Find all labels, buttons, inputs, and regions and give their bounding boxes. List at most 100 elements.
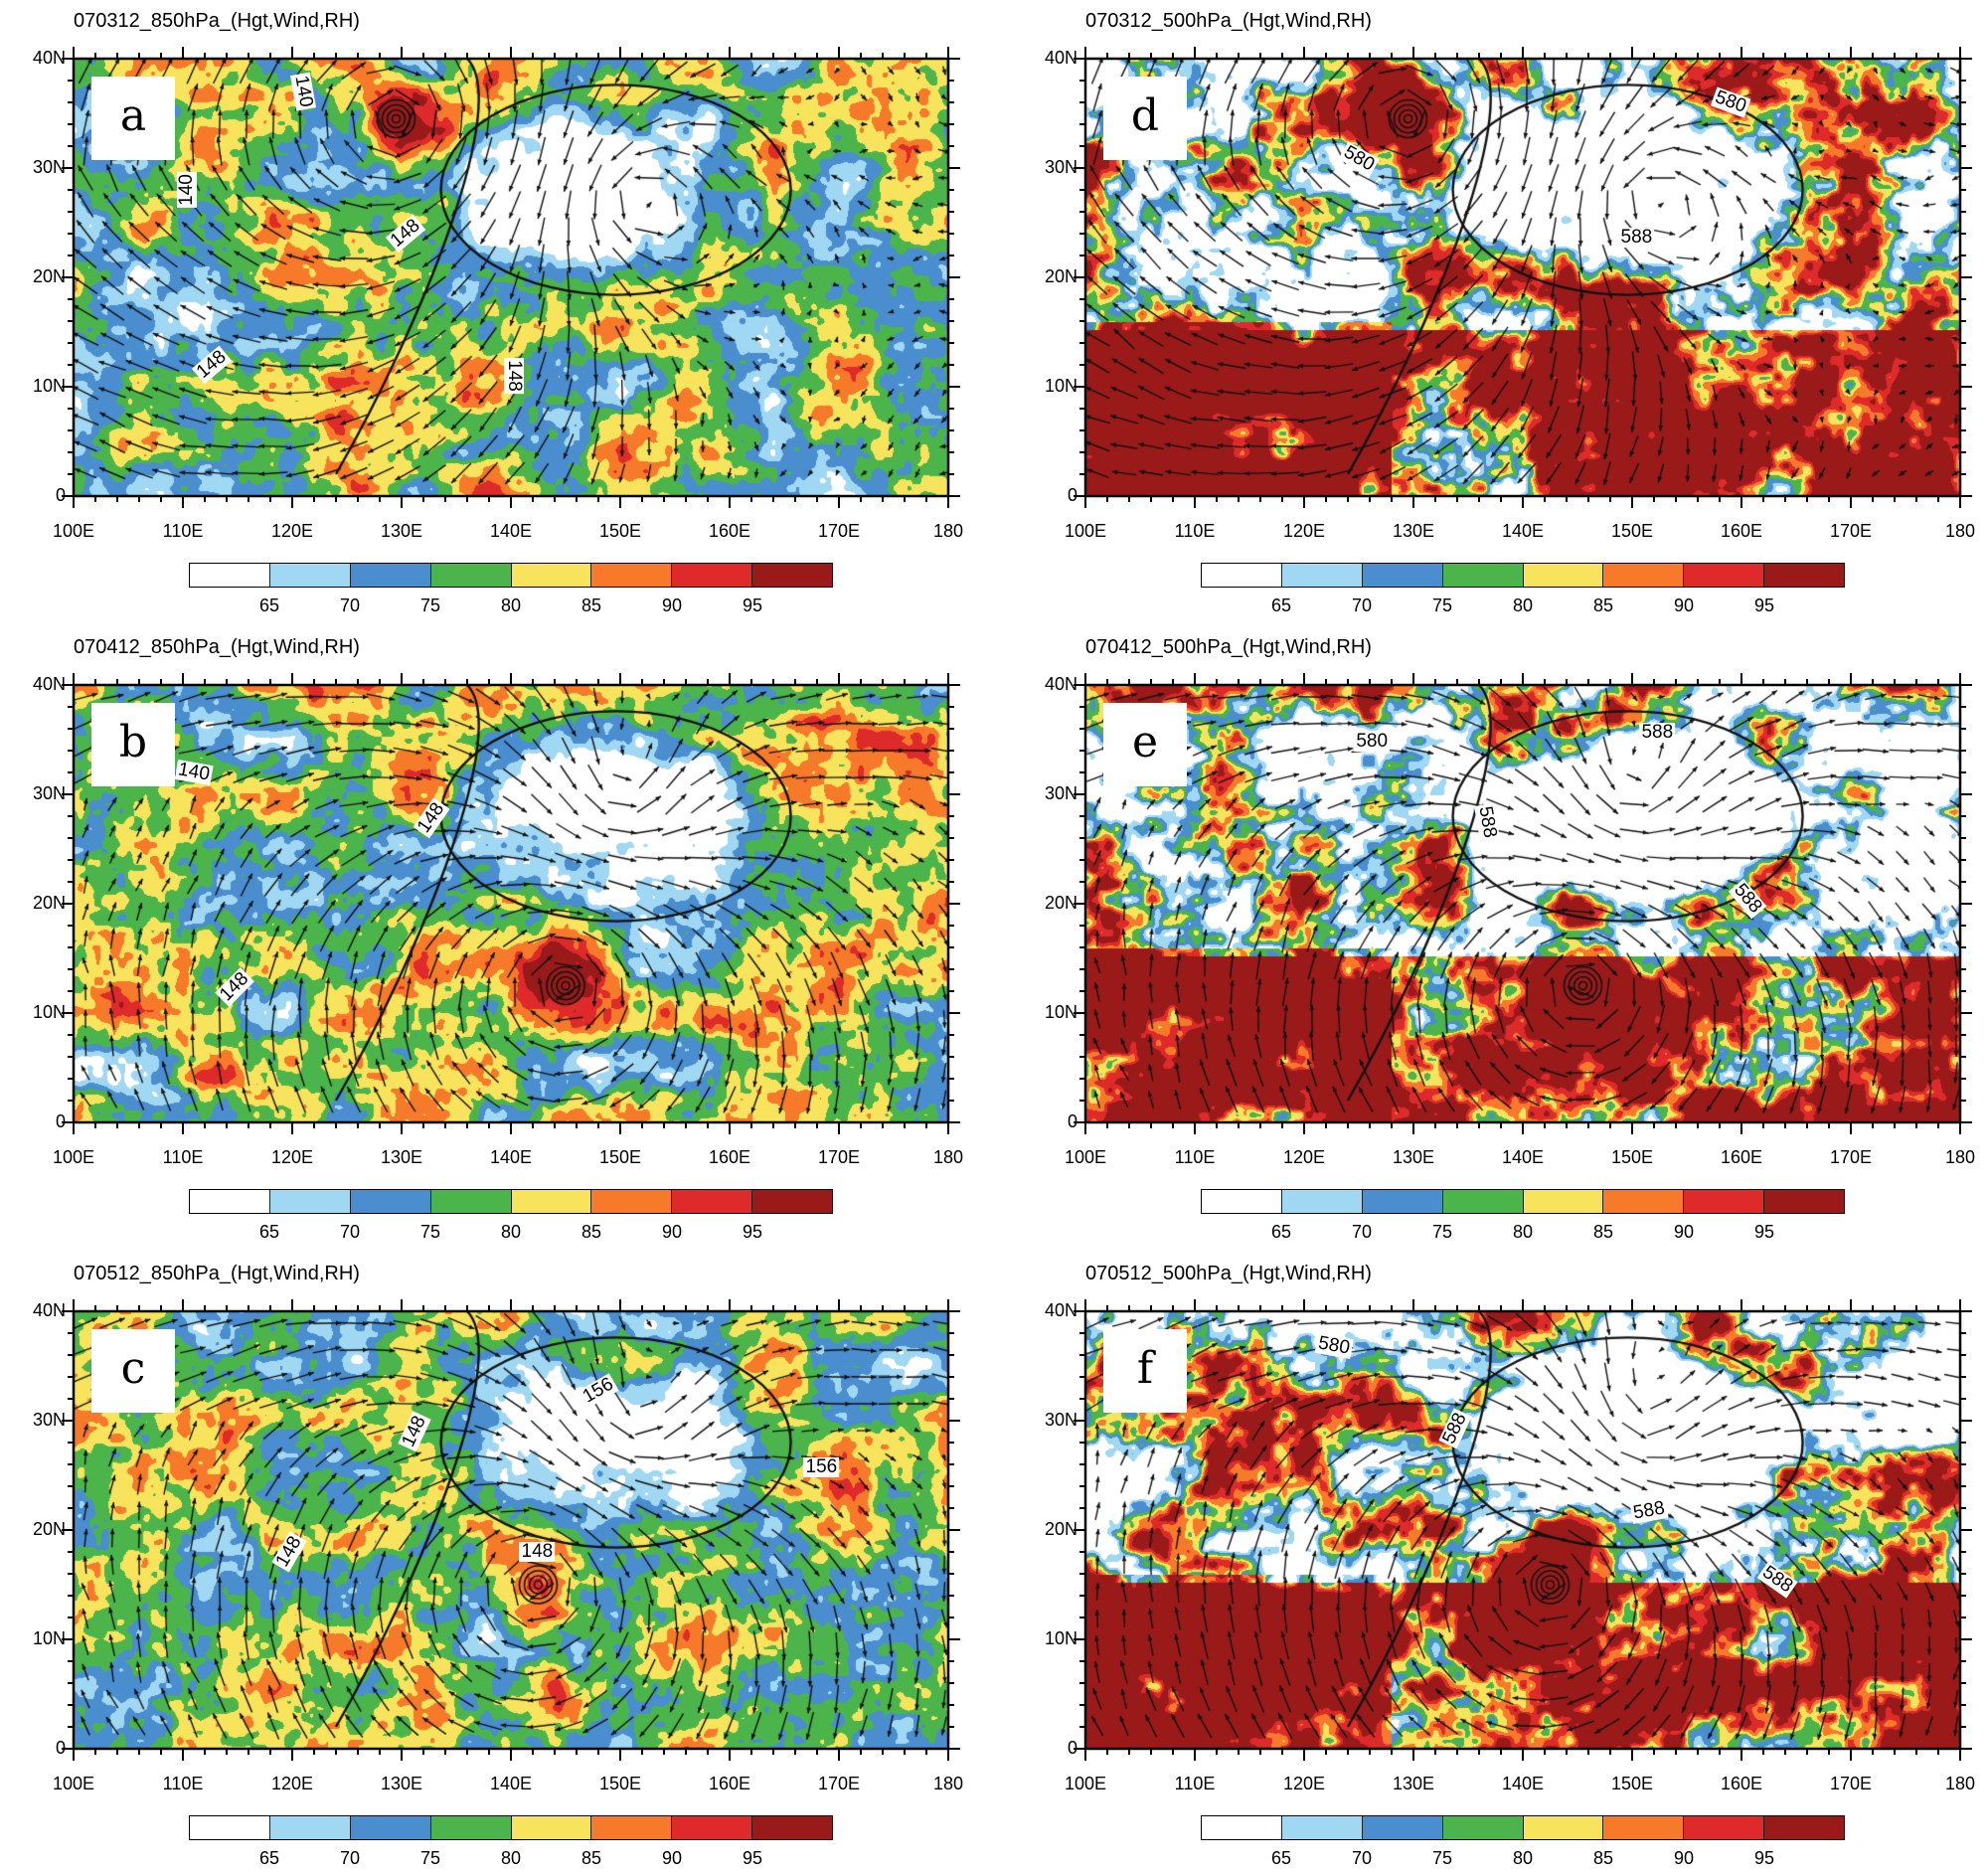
contour-label: 588 (1618, 227, 1655, 249)
panel-letter: c (91, 1329, 175, 1413)
lon-tick-label: 170E (1829, 1147, 1873, 1167)
rh-field-map (1085, 59, 1960, 496)
lon-tick-label: 130E (1392, 1774, 1435, 1793)
lat-tick-label: 20N (32, 1519, 66, 1539)
colorbar-label: 65 (258, 596, 280, 615)
map-plot: c 156 156 148 148 148 (62, 1299, 960, 1761)
panel-title: 070512_500hPa_(Hgt,Wind,RH) (1085, 1263, 1372, 1284)
map-plot: d 580 580 588 (1074, 47, 1972, 508)
panel-letter: f (1103, 1329, 1187, 1413)
lon-tick-label: 170E (1829, 521, 1873, 541)
colorbar-label: 85 (580, 596, 602, 615)
colorbar-swatch (1442, 564, 1524, 587)
colorbar-label: 95 (742, 1848, 763, 1868)
colorbar-label: 95 (742, 1222, 763, 1242)
colorbar-label: 90 (661, 596, 683, 615)
lat-tick-label: 20N (1044, 893, 1077, 913)
lat-tick-label: 0 (1067, 1738, 1077, 1758)
colorbar-swatch (752, 564, 832, 587)
lon-tick-label: 130E (380, 521, 423, 541)
lat-tick-label: 20N (1044, 1519, 1077, 1539)
colorbar-label: 90 (661, 1848, 683, 1868)
axes-frame (62, 673, 960, 1134)
colorbar (189, 563, 833, 588)
colorbar-label: 85 (580, 1222, 602, 1242)
colorbar-label: 75 (419, 1222, 441, 1242)
colorbar-swatch (672, 564, 753, 587)
lon-tick-label: 140E (1501, 521, 1545, 541)
panel-letter: b (91, 703, 175, 786)
panel-title: 070512_850hPa_(Hgt,Wind,RH) (74, 1263, 360, 1284)
lat-tick-label: 0 (55, 1111, 66, 1131)
lat-tick-label: 30N (1044, 1410, 1077, 1430)
lon-tick-label: 160E (708, 521, 751, 541)
colorbar-swatch (672, 1816, 753, 1839)
lat-tick-label: 40N (32, 674, 66, 694)
colorbar-label: 80 (500, 596, 522, 615)
colorbar-label: 70 (1351, 1222, 1373, 1242)
lat-tick-label: 0 (55, 485, 66, 505)
contour-label: 588 (1639, 722, 1676, 744)
lat-tick-label: 30N (32, 783, 66, 803)
lat-tick-label: 40N (1044, 48, 1077, 68)
lon-tick-label: 150E (1610, 521, 1654, 541)
lon-tick-label: 110E (1174, 1774, 1216, 1793)
lon-tick-label: 110E (1174, 521, 1216, 541)
map-plot: a 140 140 148 148 148 (62, 47, 960, 508)
panel-a: 070312_850hPa_(Hgt,Wind,RH) a 140 140 148 1… (0, 0, 994, 626)
colorbar-label: 75 (419, 596, 441, 615)
lon-tick-label: 120E (1282, 521, 1326, 541)
colorbar-label: 65 (258, 1222, 280, 1242)
colorbar-label: 65 (258, 1848, 280, 1868)
colorbar-swatch (1684, 1190, 1765, 1213)
contour-label: 148 (519, 1541, 556, 1562)
colorbar-swatch (672, 1190, 753, 1213)
axes-frame (1074, 673, 1972, 1134)
lon-tick-label: 100E (1064, 1774, 1107, 1793)
lon-tick-label: 160E (708, 1774, 751, 1793)
colorbar-label: 70 (1351, 1848, 1373, 1868)
colorbar-label: 75 (1431, 596, 1453, 615)
colorbar-label: 70 (339, 596, 361, 615)
panel-f: 070512_500hPa_(Hgt,Wind,RH) f 580 588 588 5… (1012, 1253, 1988, 1873)
colorbar-swatch (1603, 1816, 1685, 1839)
colorbar-swatch (511, 564, 592, 587)
colorbar-swatch (1603, 1190, 1685, 1213)
lat-tick-label: 20N (1044, 266, 1077, 286)
panel-title: 070312_500hPa_(Hgt,Wind,RH) (1085, 10, 1372, 32)
colorbar-label: 85 (1592, 1222, 1614, 1242)
colorbar-label: 90 (661, 1222, 683, 1242)
rh-field-map (1085, 685, 1960, 1122)
colorbar-swatch (1764, 1816, 1844, 1839)
colorbar-swatch (350, 1816, 431, 1839)
lon-tick-label: 100E (52, 1774, 95, 1793)
lon-tick-label: 180 (932, 1774, 964, 1793)
colorbar-label: 85 (1592, 1848, 1614, 1868)
colorbar-label: 65 (1270, 596, 1292, 615)
colorbar-label: 95 (1753, 596, 1775, 615)
colorbar-swatch (190, 564, 270, 587)
colorbar-label: 65 (1270, 1222, 1292, 1242)
lat-tick-label: 0 (1067, 485, 1077, 505)
lon-tick-label: 180 (932, 521, 964, 541)
colorbar-label: 70 (339, 1848, 361, 1868)
lon-tick-label: 100E (52, 521, 95, 541)
colorbar-label: 90 (1673, 1222, 1695, 1242)
lat-tick-label: 10N (1044, 1002, 1077, 1022)
lat-tick-label: 10N (1044, 1628, 1077, 1648)
colorbar-label: 70 (339, 1222, 361, 1242)
colorbar-swatch (591, 564, 673, 587)
lat-tick-label: 40N (32, 48, 66, 68)
colorbar-swatch (269, 564, 351, 587)
lat-tick-label: 10N (1044, 376, 1077, 396)
colorbar-label: 90 (1673, 1848, 1695, 1868)
colorbar (1201, 1189, 1845, 1214)
rh-field-map (74, 59, 948, 496)
lon-tick-label: 160E (1720, 521, 1763, 541)
panel-letter: e (1103, 703, 1187, 786)
lon-tick-label: 140E (1501, 1774, 1545, 1793)
colorbar-swatch (1362, 564, 1443, 587)
lon-tick-label: 140E (489, 521, 533, 541)
map-plot: e 580 588 588 588 (1074, 673, 1972, 1134)
